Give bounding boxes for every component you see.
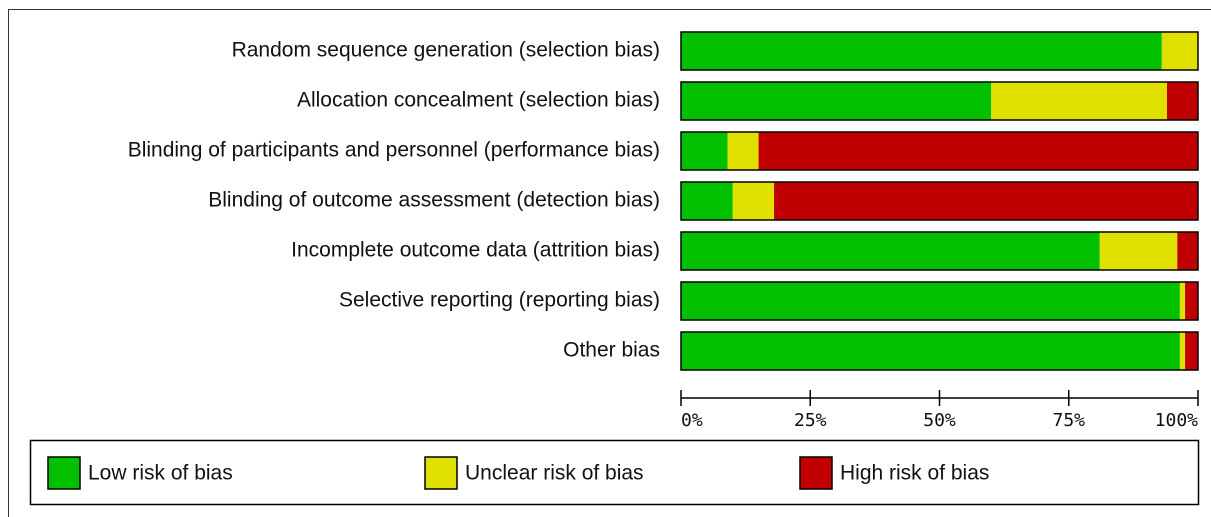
bar-segment [681,132,728,170]
x-tick-label: 50% [923,410,956,431]
bar-outline [680,281,1199,321]
x-tick-label: 25% [794,410,827,431]
bar-segment [1185,332,1198,370]
bar-outline [680,31,1199,71]
category-label: Incomplete outcome data (attrition bias) [291,239,660,262]
bar-outline [680,181,1199,221]
category-label: Blinding of participants and personnel (… [128,139,660,162]
bar-segment [774,182,1198,220]
bar-outline [680,331,1199,371]
bar-segment [1179,332,1186,370]
category-label: Other bias [563,339,660,362]
bar-segment [1177,232,1198,270]
bar-segment [758,132,1198,170]
x-tick-label: 100% [1155,410,1199,431]
category-label: Selective reporting (reporting bias) [339,289,660,312]
bar-segment [681,82,992,120]
legend-box [29,439,1200,506]
bar-segment [681,32,1162,70]
legend-swatch [799,456,833,490]
bar-segment [1099,232,1178,270]
legend-swatch [47,456,81,490]
bar-segment [681,232,1100,270]
bar-segment [681,332,1180,370]
bar-segment [1166,82,1198,120]
category-label: Random sequence generation (selection bi… [232,39,660,62]
legend-label: High risk of bias [840,462,989,485]
x-tick-label: 0% [681,410,703,431]
legend-label: Unclear risk of bias [465,462,644,485]
frame [8,9,1211,517]
legend-swatch [424,456,458,490]
category-label: Allocation concealment (selection bias) [297,89,660,112]
bar-segment [732,182,775,220]
category-label: Blinding of outcome assessment (detectio… [208,189,660,212]
x-tick-label: 75% [1052,410,1085,431]
bar-segment [991,82,1167,120]
legend-label: Low risk of bias [88,462,233,485]
bar-segment [681,282,1180,320]
bar-segment [1161,32,1198,70]
bar-segment [681,182,733,220]
bar-outline [680,231,1199,271]
bar-segment [1179,282,1186,320]
bar-outline [680,131,1199,171]
bar-segment [1185,282,1198,320]
bar-outline [680,81,1199,121]
bar-segment [727,132,759,170]
